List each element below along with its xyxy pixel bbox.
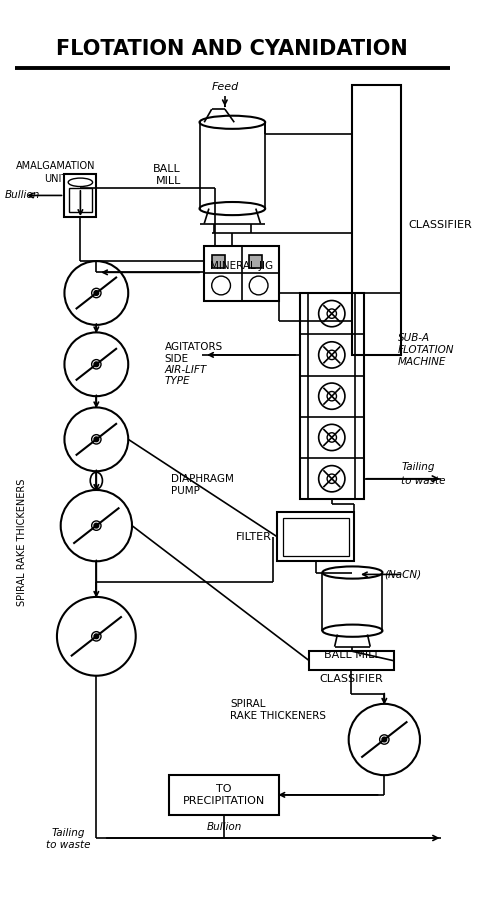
Text: MILL: MILL bbox=[156, 176, 181, 187]
Bar bbox=[204, 246, 279, 301]
Text: UNIT: UNIT bbox=[44, 174, 68, 184]
Text: RAKE THICKENERS: RAKE THICKENERS bbox=[230, 711, 326, 721]
Text: Bullion: Bullion bbox=[206, 822, 241, 832]
Bar bbox=[309, 652, 394, 670]
Text: SPIRAL: SPIRAL bbox=[230, 698, 266, 709]
Text: SIDE: SIDE bbox=[165, 354, 189, 364]
Text: Tailing: Tailing bbox=[51, 828, 85, 838]
Bar bbox=[300, 293, 364, 499]
Circle shape bbox=[94, 523, 99, 528]
Bar bbox=[69, 187, 92, 212]
Bar bbox=[212, 255, 225, 267]
Text: Tailing: Tailing bbox=[401, 462, 435, 472]
Text: AGITATORS: AGITATORS bbox=[165, 343, 223, 352]
Text: SUB-A: SUB-A bbox=[397, 333, 430, 343]
Text: PUMP: PUMP bbox=[171, 486, 200, 496]
Bar bbox=[277, 513, 354, 562]
Text: BALL: BALL bbox=[153, 165, 181, 175]
Bar bbox=[352, 85, 401, 355]
Circle shape bbox=[382, 737, 387, 742]
Bar bbox=[64, 174, 96, 217]
Text: FLOTATION: FLOTATION bbox=[397, 346, 454, 356]
Circle shape bbox=[94, 362, 99, 367]
Text: TYPE: TYPE bbox=[165, 376, 190, 386]
Circle shape bbox=[94, 290, 99, 295]
Bar bbox=[283, 518, 348, 556]
Text: BALL MILL: BALL MILL bbox=[324, 650, 381, 660]
Text: SPIRAL RAKE THICKENERS: SPIRAL RAKE THICKENERS bbox=[17, 479, 27, 607]
Text: to waste: to waste bbox=[401, 476, 446, 485]
Text: CLASSIFIER: CLASSIFIER bbox=[320, 675, 384, 685]
Text: AIR-LIFT: AIR-LIFT bbox=[165, 365, 207, 375]
Circle shape bbox=[94, 634, 99, 639]
Text: TO
PRECIPITATION: TO PRECIPITATION bbox=[183, 784, 265, 806]
Bar bbox=[168, 775, 279, 814]
Text: (NaCN): (NaCN) bbox=[384, 570, 421, 579]
Text: MINERAL JIG: MINERAL JIG bbox=[210, 261, 273, 271]
Text: FLOTATION AND CYANIDATION: FLOTATION AND CYANIDATION bbox=[57, 40, 408, 59]
Text: Feed: Feed bbox=[211, 82, 239, 92]
Text: AMALGAMATION: AMALGAMATION bbox=[16, 162, 96, 171]
Text: Bullion: Bullion bbox=[5, 190, 40, 200]
Text: to waste: to waste bbox=[46, 840, 90, 849]
Text: DIAPHRAGM: DIAPHRAGM bbox=[171, 473, 234, 483]
Text: FILTER: FILTER bbox=[236, 532, 272, 542]
Text: CLASSIFIER: CLASSIFIER bbox=[408, 221, 472, 231]
Circle shape bbox=[94, 437, 99, 442]
Text: MACHINE: MACHINE bbox=[397, 357, 446, 368]
Bar bbox=[249, 255, 263, 267]
